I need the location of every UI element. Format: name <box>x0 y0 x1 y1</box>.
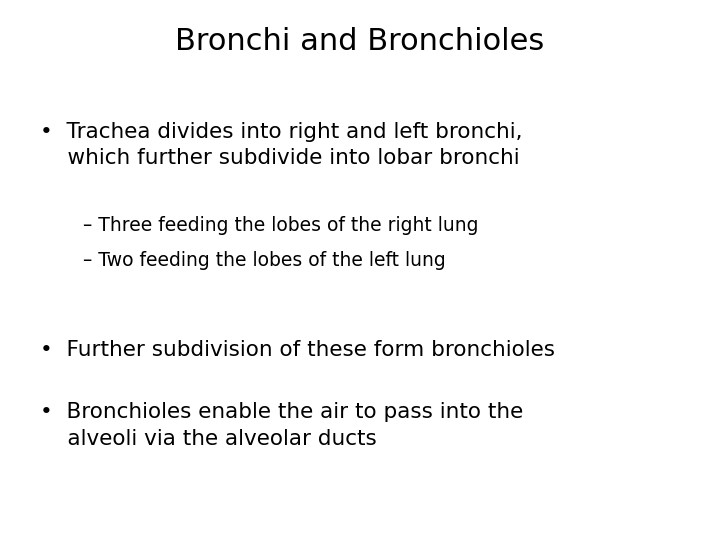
Text: – Three feeding the lobes of the right lung: – Three feeding the lobes of the right l… <box>83 216 478 235</box>
Text: Bronchi and Bronchioles: Bronchi and Bronchioles <box>176 27 544 56</box>
Text: – Two feeding the lobes of the left lung: – Two feeding the lobes of the left lung <box>83 251 446 270</box>
Text: •  Bronchioles enable the air to pass into the
    alveoli via the alveolar duct: • Bronchioles enable the air to pass int… <box>40 402 523 449</box>
Text: •  Further subdivision of these form bronchioles: • Further subdivision of these form bron… <box>40 340 554 360</box>
Text: •  Trachea divides into right and left bronchi,
    which further subdivide into: • Trachea divides into right and left br… <box>40 122 522 168</box>
